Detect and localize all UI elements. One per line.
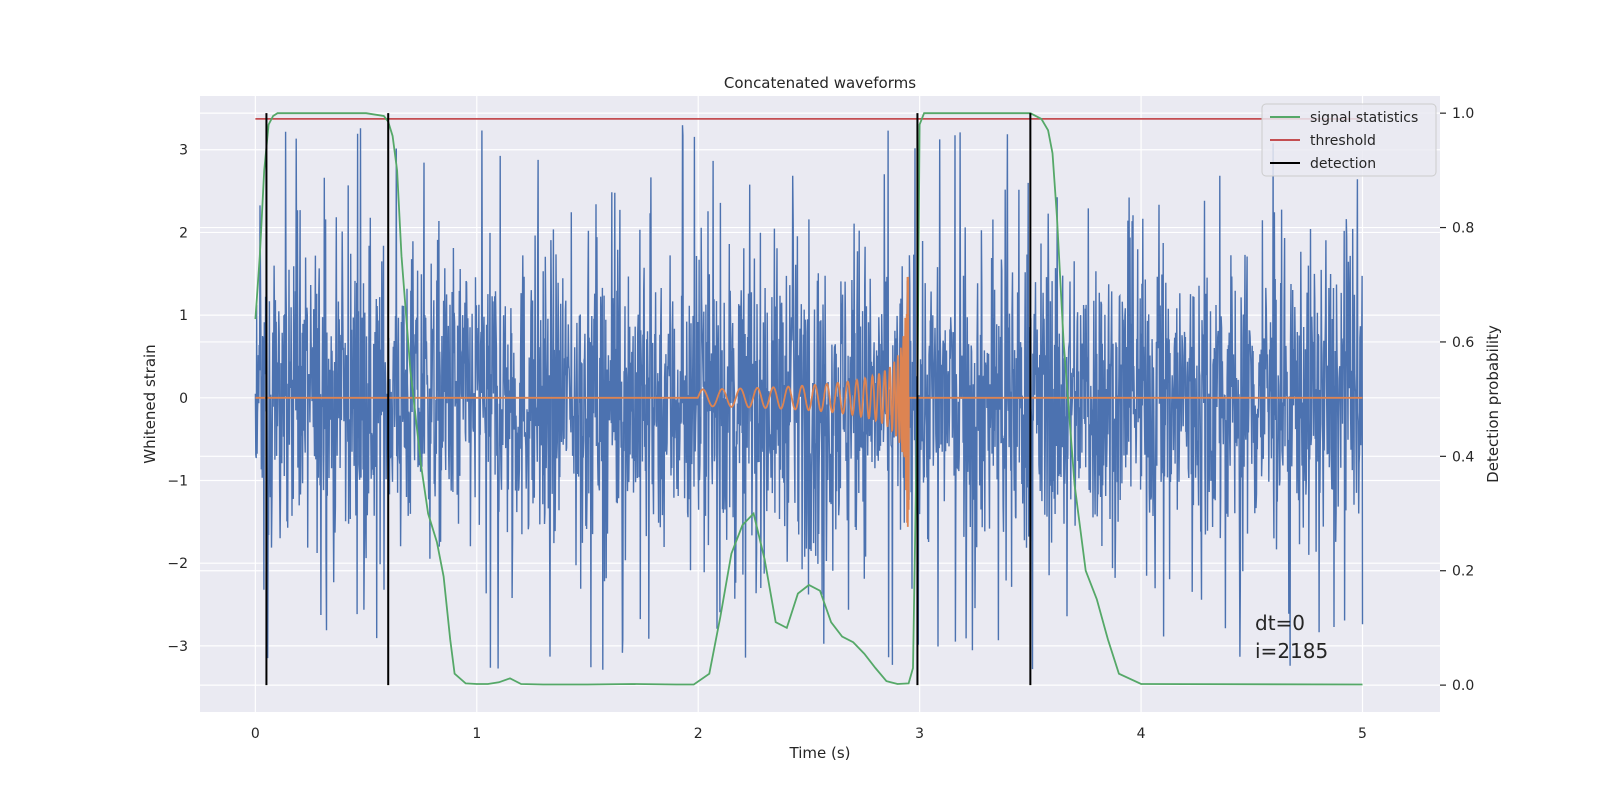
y-tick-label: −1: [167, 473, 188, 489]
grid: [200, 96, 1440, 712]
y-tick-label: 3: [179, 143, 188, 159]
legend-threshold-label: threshold: [1310, 133, 1376, 149]
y-right-tick-label: 0.4: [1452, 449, 1474, 465]
noise-series-line: [254, 125, 1364, 670]
x-tick-label: 3: [915, 726, 924, 742]
signal-statistics-line: [254, 112, 1363, 686]
legend: signal statistics threshold detection: [1261, 103, 1437, 177]
x-tick-label: 5: [1358, 726, 1367, 742]
x-tick-label: 1: [472, 726, 481, 742]
chirp-series-line: [255, 276, 1363, 527]
y-tick-label: 0: [179, 391, 188, 407]
x-tick-label: 0: [251, 726, 260, 742]
y-axis-label: Whitened strain: [141, 344, 159, 463]
legend-signal-statistics-label: signal statistics: [1310, 110, 1418, 126]
annotation-i: i=2185: [1255, 639, 1328, 663]
y-tick-label: 2: [179, 225, 188, 241]
y-right-tick-label: 0.2: [1452, 564, 1474, 580]
x-tick-label: 2: [694, 726, 703, 742]
y-right-tick-label: 0.8: [1452, 221, 1474, 237]
y-tick-label: −3: [167, 639, 188, 655]
x-tick-label: 4: [1137, 726, 1146, 742]
legend-box: [1261, 103, 1437, 177]
chart-title: Concatenated waveforms: [724, 74, 916, 92]
y-right-tick-label: 1.0: [1452, 106, 1474, 122]
annotation-dt: dt=0: [1255, 611, 1305, 635]
y-right-tick-label: 0.6: [1452, 335, 1474, 351]
legend-detection-label: detection: [1310, 156, 1376, 172]
y-right-tick-label: 0.0: [1452, 678, 1474, 694]
axes: 0 1 2 3 4 5 −3 −2 −1 0 1 2 3 0.0 0.2 0.4 0.6 0.8 1.0: [167, 106, 1474, 742]
plot-series: [254, 112, 1364, 686]
x-axis-label: Time (s): [789, 744, 851, 762]
y-tick-label: 1: [179, 308, 188, 324]
y-tick-label: −2: [167, 556, 188, 572]
y-axis-label-right: Detection probability: [1484, 325, 1502, 483]
